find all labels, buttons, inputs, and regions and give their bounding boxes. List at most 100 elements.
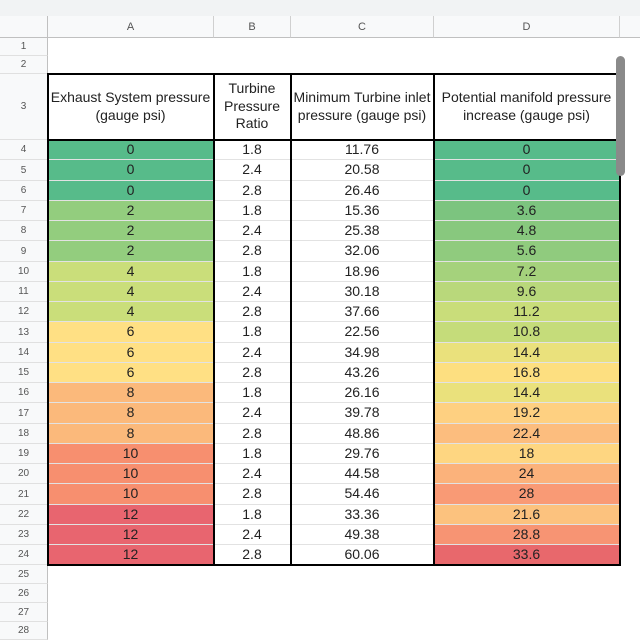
cell-min-inlet-pressure[interactable]: 26.46 — [291, 181, 434, 201]
header-turbine-ratio[interactable]: Turbine Pressure Ratio — [214, 74, 291, 140]
row-number[interactable]: 15 — [0, 363, 48, 383]
header-exhaust-pressure[interactable]: Exhaust System pressure (gauge psi) — [48, 74, 214, 140]
cell-exhaust-pressure[interactable]: 0 — [48, 160, 214, 181]
row-number[interactable]: 10 — [0, 262, 48, 282]
cell-exhaust-pressure[interactable]: 2 — [48, 221, 214, 241]
cell-manifold-increase[interactable]: 0 — [434, 160, 620, 181]
cell-manifold-increase[interactable]: 22.4 — [434, 424, 620, 444]
row-number[interactable]: 21 — [0, 484, 48, 505]
cell-exhaust-pressure[interactable]: 12 — [48, 505, 214, 525]
row-number[interactable]: 2 — [0, 56, 48, 74]
row-number[interactable]: 5 — [0, 160, 48, 181]
cell-exhaust-pressure[interactable]: 0 — [48, 181, 214, 201]
cell-manifold-increase[interactable]: 19.2 — [434, 403, 620, 424]
cell-turbine-ratio[interactable]: 2.4 — [214, 525, 291, 545]
cell-min-inlet-pressure[interactable]: 39.78 — [291, 403, 434, 424]
cell-exhaust-pressure[interactable]: 8 — [48, 383, 214, 403]
column-header-b[interactable]: B — [214, 16, 291, 38]
row-number[interactable]: 4 — [0, 140, 48, 160]
cell-exhaust-pressure[interactable]: 10 — [48, 464, 214, 484]
row-number[interactable]: 25 — [0, 565, 48, 584]
row-number[interactable]: 19 — [0, 444, 48, 464]
row-number[interactable]: 1 — [0, 38, 48, 56]
cell-turbine-ratio[interactable]: 1.8 — [214, 262, 291, 282]
cell-exhaust-pressure[interactable]: 10 — [48, 484, 214, 505]
cell-manifold-increase[interactable]: 9.6 — [434, 282, 620, 302]
header-min-inlet-pressure[interactable]: Minimum Turbine inlet pressure (gauge ps… — [291, 74, 434, 140]
row-number[interactable]: 18 — [0, 424, 48, 444]
row-number[interactable]: 14 — [0, 343, 48, 363]
cell-exhaust-pressure[interactable]: 4 — [48, 282, 214, 302]
row-number[interactable]: 23 — [0, 525, 48, 545]
cell-turbine-ratio[interactable]: 1.8 — [214, 322, 291, 343]
cell-min-inlet-pressure[interactable]: 25.38 — [291, 221, 434, 241]
cell-turbine-ratio[interactable]: 2.4 — [214, 160, 291, 181]
cell-exhaust-pressure[interactable]: 6 — [48, 343, 214, 363]
cell-min-inlet-pressure[interactable]: 33.36 — [291, 505, 434, 525]
cell-manifold-increase[interactable]: 10.8 — [434, 322, 620, 343]
cell-manifold-increase[interactable]: 4.8 — [434, 221, 620, 241]
cell-turbine-ratio[interactable]: 1.8 — [214, 140, 291, 160]
cell-turbine-ratio[interactable]: 2.8 — [214, 484, 291, 505]
row-number[interactable]: 17 — [0, 403, 48, 424]
cell-min-inlet-pressure[interactable]: 43.26 — [291, 363, 434, 383]
cell-turbine-ratio[interactable]: 2.4 — [214, 464, 291, 484]
column-header-c[interactable]: C — [291, 16, 434, 38]
column-header-d[interactable]: D — [434, 16, 620, 38]
row-number[interactable]: 6 — [0, 181, 48, 201]
row-number[interactable]: 7 — [0, 201, 48, 221]
cell-turbine-ratio[interactable]: 1.8 — [214, 201, 291, 221]
cell-exhaust-pressure[interactable]: 6 — [48, 363, 214, 383]
cell-turbine-ratio[interactable]: 1.8 — [214, 505, 291, 525]
cell-min-inlet-pressure[interactable]: 18.96 — [291, 262, 434, 282]
cell-turbine-ratio[interactable]: 2.8 — [214, 181, 291, 201]
cell-exhaust-pressure[interactable]: 2 — [48, 201, 214, 221]
row-number[interactable]: 28 — [0, 622, 48, 640]
row-number[interactable]: 27 — [0, 603, 48, 622]
cell-manifold-increase[interactable]: 24 — [434, 464, 620, 484]
cell-manifold-increase[interactable]: 21.6 — [434, 505, 620, 525]
cell-manifold-increase[interactable]: 16.8 — [434, 363, 620, 383]
row-number[interactable]: 26 — [0, 584, 48, 603]
cell-exhaust-pressure[interactable]: 12 — [48, 525, 214, 545]
cell-min-inlet-pressure[interactable]: 48.86 — [291, 424, 434, 444]
row-number[interactable]: 9 — [0, 241, 48, 262]
cell-exhaust-pressure[interactable]: 2 — [48, 241, 214, 262]
cell-min-inlet-pressure[interactable]: 20.58 — [291, 160, 434, 181]
cell-manifold-increase[interactable]: 18 — [434, 444, 620, 464]
row-number[interactable]: 11 — [0, 282, 48, 302]
cell-manifold-increase[interactable]: 14.4 — [434, 343, 620, 363]
cell-exhaust-pressure[interactable]: 8 — [48, 424, 214, 444]
cell-manifold-increase[interactable]: 14.4 — [434, 383, 620, 403]
cell-min-inlet-pressure[interactable]: 60.06 — [291, 545, 434, 565]
cell-manifold-increase[interactable]: 3.6 — [434, 201, 620, 221]
select-all-corner[interactable] — [0, 16, 48, 38]
cell-exhaust-pressure[interactable]: 12 — [48, 545, 214, 565]
cell-exhaust-pressure[interactable]: 8 — [48, 403, 214, 424]
cell-min-inlet-pressure[interactable]: 49.38 — [291, 525, 434, 545]
cell-turbine-ratio[interactable]: 1.8 — [214, 444, 291, 464]
cell-exhaust-pressure[interactable]: 10 — [48, 444, 214, 464]
cell-exhaust-pressure[interactable]: 4 — [48, 302, 214, 322]
cell-min-inlet-pressure[interactable]: 22.56 — [291, 322, 434, 343]
cell-min-inlet-pressure[interactable]: 11.76 — [291, 140, 434, 160]
cell-manifold-increase[interactable]: 7.2 — [434, 262, 620, 282]
cell-turbine-ratio[interactable]: 2.4 — [214, 343, 291, 363]
column-header-e[interactable] — [620, 16, 640, 38]
cell-turbine-ratio[interactable]: 2.8 — [214, 302, 291, 322]
cell-min-inlet-pressure[interactable]: 29.76 — [291, 444, 434, 464]
cell-exhaust-pressure[interactable]: 6 — [48, 322, 214, 343]
row-number[interactable]: 16 — [0, 383, 48, 403]
row-number[interactable]: 3 — [0, 74, 48, 140]
cell-manifold-increase[interactable]: 33.6 — [434, 545, 620, 565]
cell-manifold-increase[interactable]: 28.8 — [434, 525, 620, 545]
cell-manifold-increase[interactable]: 0 — [434, 181, 620, 201]
cell-min-inlet-pressure[interactable]: 44.58 — [291, 464, 434, 484]
cell-manifold-increase[interactable]: 11.2 — [434, 302, 620, 322]
cell-manifold-increase[interactable]: 5.6 — [434, 241, 620, 262]
cell-min-inlet-pressure[interactable]: 15.36 — [291, 201, 434, 221]
cell-turbine-ratio[interactable]: 2.4 — [214, 403, 291, 424]
cell-min-inlet-pressure[interactable]: 34.98 — [291, 343, 434, 363]
column-header-a[interactable]: A — [48, 16, 214, 38]
cell-turbine-ratio[interactable]: 1.8 — [214, 383, 291, 403]
